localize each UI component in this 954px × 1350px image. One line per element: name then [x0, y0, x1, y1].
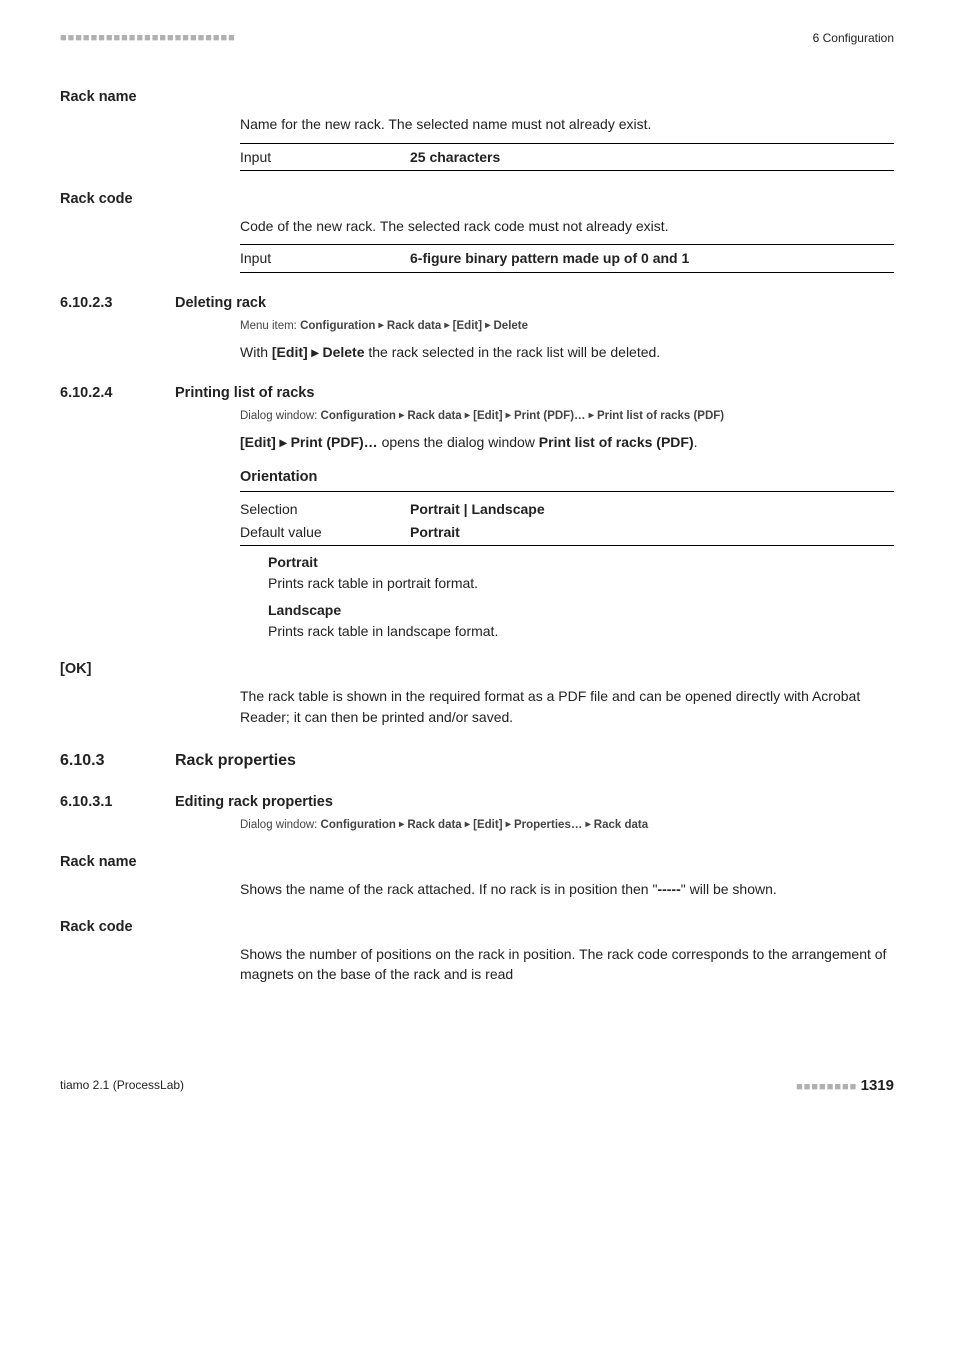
- menu-path-61031: Dialog window: Configuration ▸ Rack data…: [240, 817, 894, 834]
- param-rack-name2-label: Rack name: [60, 852, 894, 873]
- landscape-desc: Prints rack table in landscape format.: [268, 621, 894, 641]
- selection-label: Selection: [240, 499, 410, 519]
- landscape-term: Landscape: [268, 600, 894, 620]
- section-6103: 6.10.3 Rack properties: [60, 749, 894, 772]
- param-rack-code-input-row: Input 6-figure binary pattern made up of…: [240, 244, 894, 272]
- orientation-selection-row: Selection Portrait | Landscape: [240, 496, 894, 519]
- section-number: 6.10.3.1: [60, 792, 175, 813]
- footer-product: tiamo 2.1 (ProcessLab): [60, 1077, 184, 1094]
- section-61031: 6.10.3.1 Editing rack properties: [60, 792, 894, 813]
- param-rack-code-label: Rack code: [60, 189, 894, 210]
- param-rack-name-input-row: Input 25 characters: [240, 143, 894, 171]
- body-61023: With [Edit] ▸ Delete the rack selected i…: [240, 342, 894, 362]
- section-61024: 6.10.2.4 Printing list of racks: [60, 383, 894, 404]
- body-61024: [Edit] ▸ Print (PDF)… opens the dialog w…: [240, 432, 894, 452]
- section-number: 6.10.2.3: [60, 293, 175, 314]
- footer-dashes: ■■■■■■■■: [796, 1081, 857, 1093]
- section-title: Deleting rack: [175, 293, 266, 314]
- param-rack-code2-label: Rack code: [60, 917, 894, 938]
- page-footer: tiamo 2.1 (ProcessLab) ■■■■■■■■ 1319: [60, 1075, 894, 1097]
- default-value: Portrait: [410, 522, 894, 542]
- default-label: Default value: [240, 522, 410, 542]
- input-label: Input: [240, 248, 410, 268]
- section-title: Rack properties: [175, 749, 296, 772]
- section-number: 6.10.3: [60, 749, 175, 772]
- page-header: ■■■■■■■■■■■■■■■■■■■■■■■ 6 Configuration: [60, 30, 894, 47]
- input-value: 6-figure binary pattern made up of 0 and…: [410, 248, 894, 268]
- orientation-default-row: Default value Portrait: [240, 519, 894, 546]
- section-61023: 6.10.2.3 Deleting rack: [60, 293, 894, 314]
- section-title: Printing list of racks: [175, 383, 314, 404]
- menu-path-61024: Dialog window: Configuration ▸ Rack data…: [240, 408, 894, 425]
- selection-value: Portrait | Landscape: [410, 499, 894, 519]
- section-number: 6.10.2.4: [60, 383, 175, 404]
- portrait-term: Portrait: [268, 552, 894, 572]
- portrait-desc: Prints rack table in portrait format.: [268, 573, 894, 593]
- param-rack-name-label: Rack name: [60, 87, 894, 108]
- page-number: 1319: [861, 1077, 894, 1094]
- ok-label: [OK]: [60, 659, 894, 680]
- orientation-heading: Orientation: [240, 467, 894, 492]
- ok-desc: The rack table is shown in the required …: [240, 686, 894, 727]
- header-dashes: ■■■■■■■■■■■■■■■■■■■■■■■: [60, 31, 236, 47]
- input-label: Input: [240, 147, 410, 167]
- input-value: 25 characters: [410, 147, 894, 167]
- chapter-title: 6 Configuration: [813, 30, 894, 47]
- menu-path-61023: Menu item: Configuration ▸ Rack data ▸ […: [240, 318, 894, 335]
- param-rack-name2-desc: Shows the name of the rack attached. If …: [240, 879, 894, 899]
- param-rack-code-desc: Code of the new rack. The selected rack …: [240, 216, 894, 236]
- landscape-def: Landscape Prints rack table in landscape…: [268, 600, 894, 642]
- portrait-def: Portrait Prints rack table in portrait f…: [268, 552, 894, 594]
- param-rack-code2-desc: Shows the number of positions on the rac…: [240, 944, 894, 985]
- param-rack-name-desc: Name for the new rack. The selected name…: [240, 114, 894, 134]
- section-title: Editing rack properties: [175, 792, 333, 813]
